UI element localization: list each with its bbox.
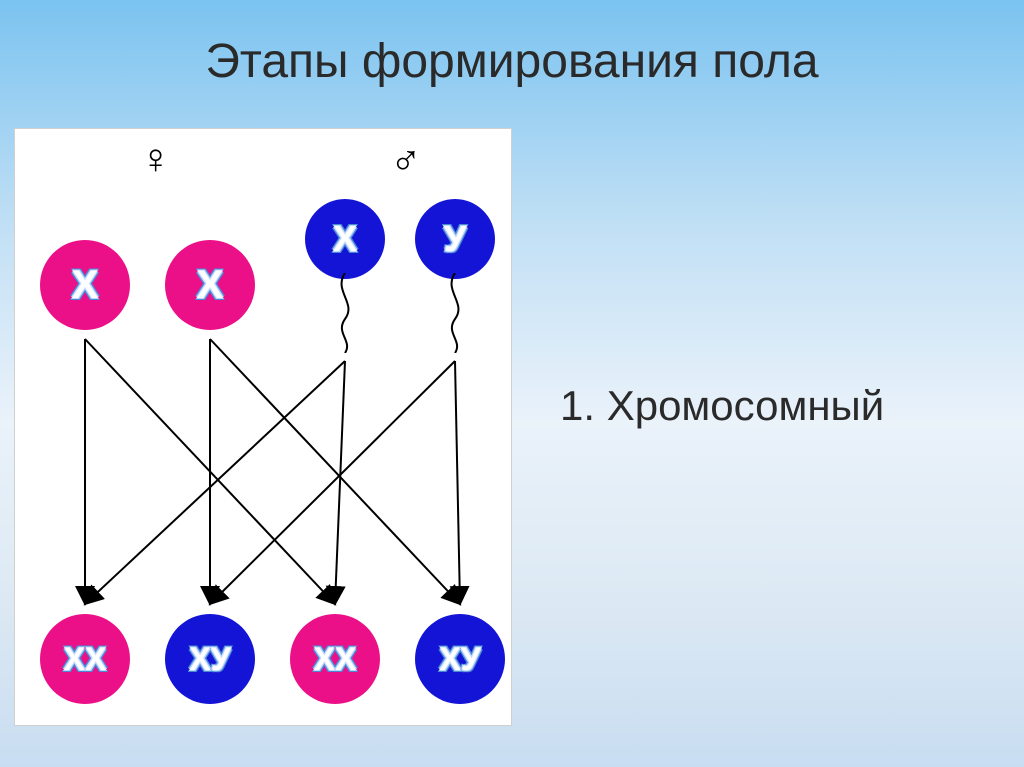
arrow-3 [210, 339, 460, 604]
cell-z3: ХХ [290, 614, 380, 704]
arrow-4 [85, 361, 345, 604]
female-symbol: ♀ [140, 135, 172, 183]
cell-label-egg1: Х [72, 263, 99, 308]
cell-z4: ХУ [415, 614, 505, 704]
title-text: Этапы формирования пола [205, 35, 818, 88]
male-symbol: ♂ [390, 135, 422, 183]
arrow-5 [335, 361, 345, 604]
cell-label-egg2: Х [197, 263, 224, 308]
cell-egg1: Х [40, 240, 130, 330]
cell-sperm2: У [415, 199, 495, 279]
cell-label-z4: ХУ [439, 641, 480, 678]
cell-label-z1: ХХ [64, 641, 107, 678]
stage-label: 1. Хромосомный [560, 382, 884, 430]
cell-label-z2: ХУ [189, 641, 230, 678]
page-title: Этапы формирования пола [0, 0, 1024, 89]
cell-label-sperm2: У [444, 218, 466, 260]
cell-label-sperm1: Х [333, 218, 357, 260]
arrow-7 [455, 361, 460, 604]
diagram-box: ♀ ♂ ХХХУХХХУХХХУ [14, 128, 512, 726]
cell-z1: ХХ [40, 614, 130, 704]
cell-egg2: Х [165, 240, 255, 330]
sperm-tail-sperm1 [328, 273, 362, 353]
sperm-tail-sperm2 [438, 273, 472, 353]
cell-z2: ХУ [165, 614, 255, 704]
arrow-6 [210, 361, 455, 604]
cell-sperm1: Х [305, 199, 385, 279]
cell-label-z3: ХХ [314, 641, 357, 678]
